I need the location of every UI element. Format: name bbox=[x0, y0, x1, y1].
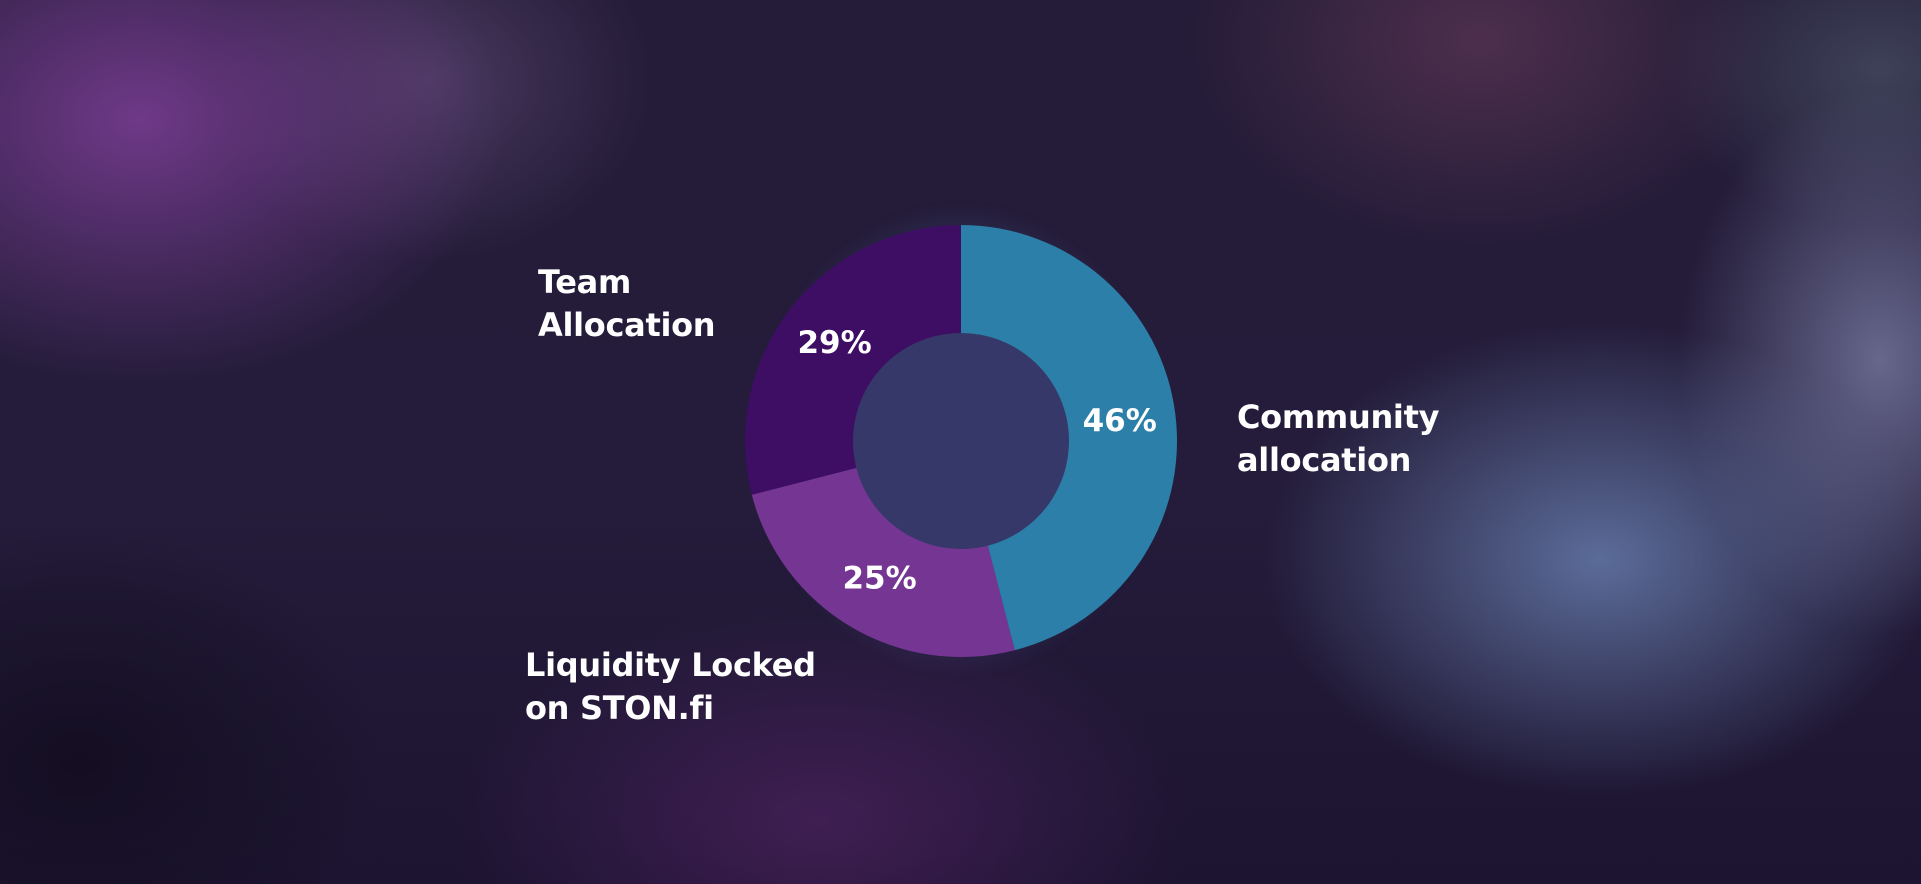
donut-slice-1 bbox=[751, 467, 1015, 658]
slice-label-community-allocation: Community allocation bbox=[1237, 396, 1439, 482]
slice-label-line: Community bbox=[1237, 398, 1440, 436]
donut-center bbox=[853, 333, 1069, 549]
slice-label-line: Liquidity Locked bbox=[525, 646, 816, 684]
slice-value-label-2: 29% bbox=[797, 325, 871, 361]
slice-label-line: Team bbox=[538, 263, 632, 301]
slice-label-team-allocation: Team Allocation bbox=[538, 261, 716, 347]
slice-label-line: on STON.fi bbox=[525, 689, 714, 727]
slice-label-line: Allocation bbox=[538, 306, 716, 344]
slice-label-line: allocation bbox=[1237, 441, 1412, 479]
slice-value-label-1: 25% bbox=[842, 561, 916, 597]
slice-value-label-0: 46% bbox=[1083, 403, 1157, 439]
donut-slice-0 bbox=[961, 225, 1178, 651]
donut-slice-2 bbox=[745, 224, 961, 495]
slice-label-liquidity-locked: Liquidity Locked on STON.fi bbox=[525, 644, 816, 730]
